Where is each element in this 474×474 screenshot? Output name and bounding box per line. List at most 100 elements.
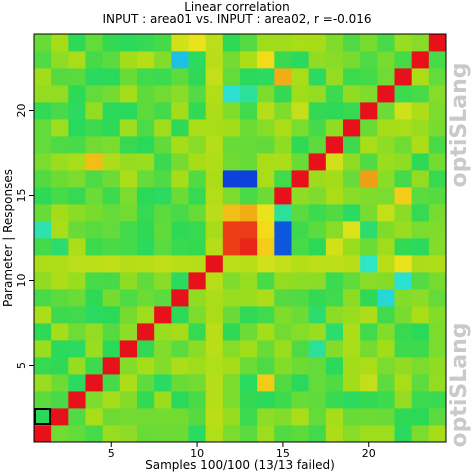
- heatmap-cell[interactable]: [68, 34, 86, 52]
- heatmap-cell[interactable]: [34, 119, 52, 137]
- heatmap-cell[interactable]: [222, 136, 241, 154]
- heatmap-cell[interactable]: [102, 425, 121, 443]
- heatmap-cell[interactable]: [360, 340, 378, 358]
- heatmap-cell[interactable]: [68, 357, 86, 375]
- heatmap-cell[interactable]: [222, 187, 241, 205]
- heatmap-cell[interactable]: [291, 272, 310, 290]
- heatmap-cell[interactable]: [428, 170, 447, 188]
- heatmap-cell[interactable]: [102, 357, 121, 375]
- heatmap-cell[interactable]: [377, 68, 395, 86]
- heatmap-cell[interactable]: [257, 340, 275, 358]
- heatmap-cell[interactable]: [240, 238, 258, 256]
- heatmap-cell[interactable]: [240, 85, 258, 103]
- heatmap-cell[interactable]: [274, 391, 292, 409]
- heatmap-cell[interactable]: [343, 255, 361, 273]
- heatmap-cell[interactable]: [34, 85, 52, 103]
- heatmap-cell[interactable]: [308, 170, 327, 188]
- heatmap-cell[interactable]: [102, 289, 121, 307]
- heatmap-cell[interactable]: [205, 119, 224, 137]
- heatmap-cell[interactable]: [325, 238, 344, 256]
- heatmap-cell[interactable]: [85, 204, 104, 222]
- heatmap-cell[interactable]: [205, 85, 224, 103]
- heatmap-cell[interactable]: [343, 119, 361, 137]
- heatmap-cell[interactable]: [102, 374, 121, 392]
- heatmap-cell[interactable]: [188, 187, 207, 205]
- heatmap-cell[interactable]: [343, 136, 361, 154]
- heatmap-cell[interactable]: [102, 153, 121, 171]
- heatmap-cell[interactable]: [154, 170, 172, 188]
- heatmap-cell[interactable]: [102, 340, 121, 358]
- heatmap-cell[interactable]: [325, 391, 344, 409]
- heatmap-cell[interactable]: [119, 170, 138, 188]
- heatmap-cell[interactable]: [274, 289, 292, 307]
- heatmap-cell[interactable]: [240, 306, 258, 324]
- heatmap-cell[interactable]: [137, 187, 155, 205]
- heatmap-cell[interactable]: [428, 102, 447, 120]
- heatmap-cell[interactable]: [222, 85, 241, 103]
- heatmap-cell[interactable]: [51, 255, 69, 273]
- heatmap-cell[interactable]: [428, 323, 447, 341]
- heatmap-cell[interactable]: [119, 136, 138, 154]
- heatmap-cell[interactable]: [137, 221, 155, 239]
- heatmap-cell[interactable]: [205, 272, 224, 290]
- heatmap-cell[interactable]: [188, 272, 207, 290]
- heatmap-cell[interactable]: [222, 340, 241, 358]
- heatmap-cell[interactable]: [377, 306, 395, 324]
- heatmap-cell[interactable]: [188, 306, 207, 324]
- heatmap-cell[interactable]: [428, 272, 447, 290]
- heatmap-cell[interactable]: [325, 323, 344, 341]
- heatmap-cell[interactable]: [257, 204, 275, 222]
- heatmap-cell[interactable]: [222, 153, 241, 171]
- heatmap-cell[interactable]: [51, 425, 69, 443]
- heatmap-cell[interactable]: [377, 51, 395, 69]
- heatmap-cell[interactable]: [240, 153, 258, 171]
- heatmap-cell[interactable]: [428, 51, 447, 69]
- heatmap-cell[interactable]: [102, 119, 121, 137]
- heatmap-cell[interactable]: [222, 102, 241, 120]
- heatmap-cell[interactable]: [360, 391, 378, 409]
- heatmap-cell[interactable]: [188, 102, 207, 120]
- heatmap-cell[interactable]: [325, 374, 344, 392]
- heatmap-cell[interactable]: [154, 340, 172, 358]
- heatmap-cell[interactable]: [188, 170, 207, 188]
- heatmap-cell[interactable]: [205, 391, 224, 409]
- heatmap-cell[interactable]: [240, 408, 258, 426]
- heatmap-cell[interactable]: [343, 85, 361, 103]
- heatmap-cell[interactable]: [394, 85, 413, 103]
- heatmap-cell[interactable]: [274, 136, 292, 154]
- heatmap-cell[interactable]: [325, 221, 344, 239]
- heatmap-cell[interactable]: [308, 204, 327, 222]
- heatmap-cell[interactable]: [411, 187, 430, 205]
- heatmap-cell[interactable]: [51, 238, 69, 256]
- heatmap-cell[interactable]: [377, 408, 395, 426]
- heatmap-cell[interactable]: [291, 153, 310, 171]
- heatmap-cell[interactable]: [274, 51, 292, 69]
- heatmap-cell[interactable]: [34, 323, 52, 341]
- heatmap-cell[interactable]: [137, 238, 155, 256]
- heatmap-cell[interactable]: [222, 51, 241, 69]
- heatmap-cell[interactable]: [325, 306, 344, 324]
- heatmap-cell[interactable]: [428, 153, 447, 171]
- heatmap-cell[interactable]: [188, 374, 207, 392]
- heatmap-cell[interactable]: [205, 187, 224, 205]
- heatmap-cell[interactable]: [188, 289, 207, 307]
- heatmap-cell[interactable]: [411, 272, 430, 290]
- heatmap-cell[interactable]: [411, 221, 430, 239]
- heatmap-cell[interactable]: [119, 119, 138, 137]
- heatmap-cell[interactable]: [325, 119, 344, 137]
- heatmap-cell[interactable]: [171, 51, 189, 69]
- heatmap-cell[interactable]: [51, 136, 69, 154]
- heatmap-cell[interactable]: [188, 51, 207, 69]
- heatmap-cell[interactable]: [188, 425, 207, 443]
- heatmap-cell[interactable]: [34, 153, 52, 171]
- heatmap-cell[interactable]: [205, 204, 224, 222]
- heatmap-cell[interactable]: [137, 204, 155, 222]
- heatmap-cell[interactable]: [188, 238, 207, 256]
- heatmap-cell[interactable]: [154, 289, 172, 307]
- heatmap-cell[interactable]: [68, 119, 86, 137]
- heatmap-cell[interactable]: [85, 289, 104, 307]
- heatmap-cell[interactable]: [171, 272, 189, 290]
- heatmap-cell[interactable]: [188, 255, 207, 273]
- heatmap-cell[interactable]: [274, 170, 292, 188]
- heatmap-cell[interactable]: [274, 204, 292, 222]
